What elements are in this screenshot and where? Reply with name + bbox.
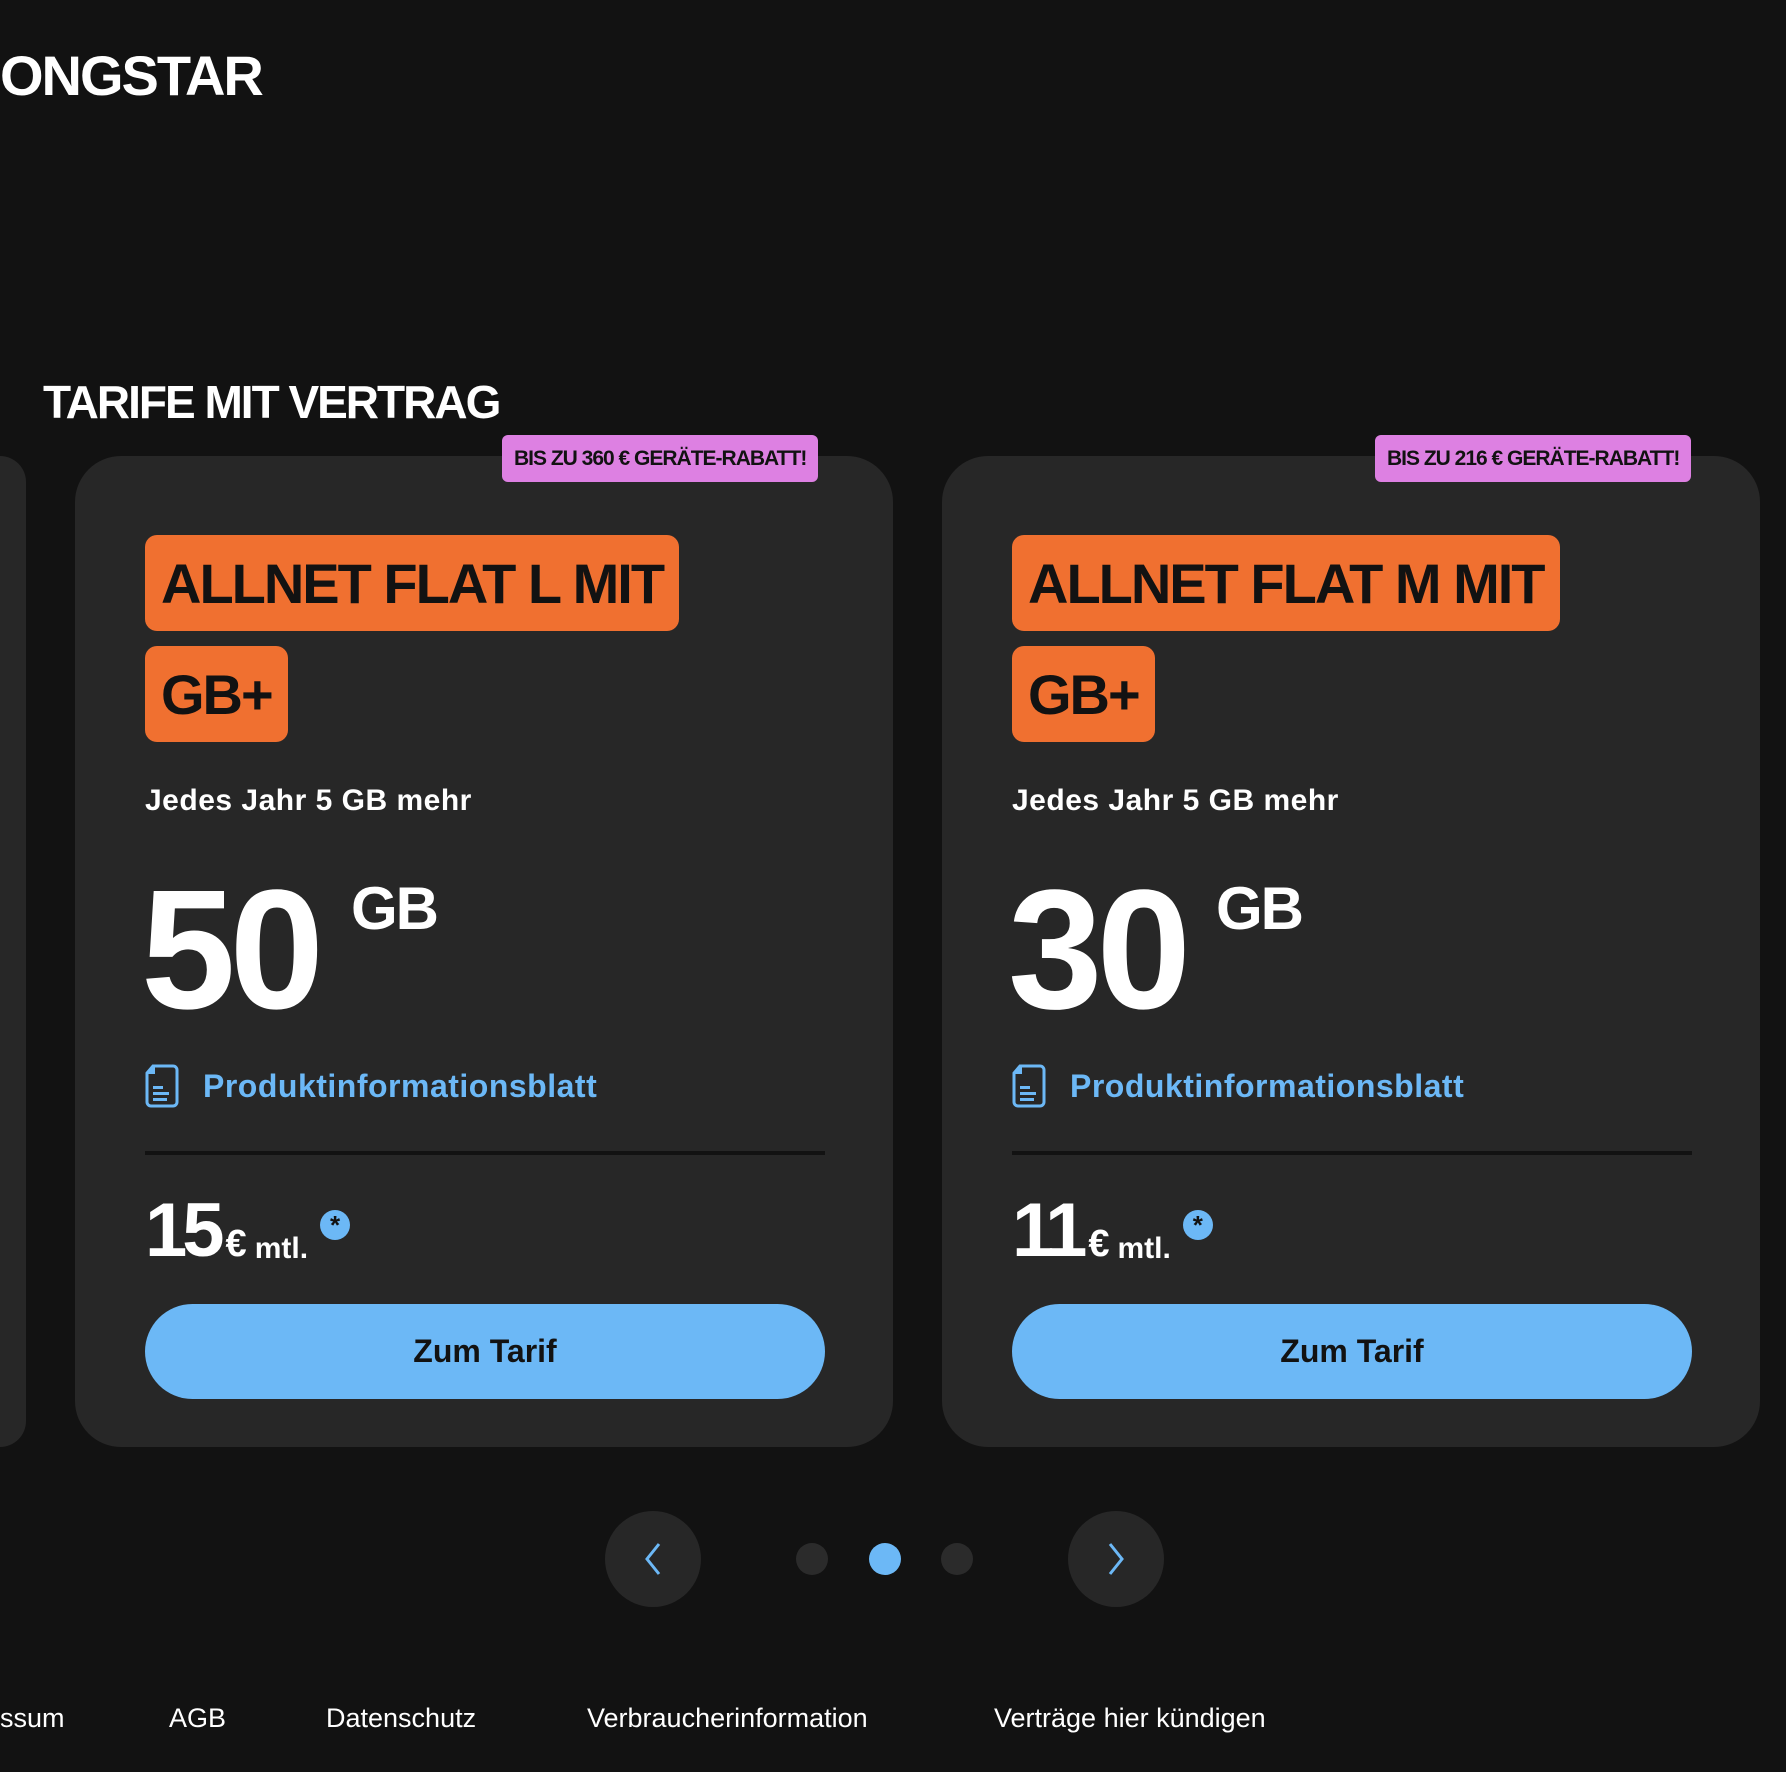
footer-link-vertraege-kuendigen[interactable]: Verträge hier kündigen: [994, 1703, 1266, 1733]
product-info-link[interactable]: Produktinformationsblatt: [145, 1064, 597, 1108]
chevron-left-icon: [645, 1543, 661, 1575]
tariff-name-line1: ALLNET FLAT M MIT: [1012, 535, 1560, 631]
footer-link-datenschutz[interactable]: Datenschutz: [326, 1703, 477, 1733]
footnote-icon[interactable]: *: [320, 1210, 351, 1240]
price-period: mtl.: [1117, 1232, 1171, 1265]
tariff-name-line2: GB+: [1012, 646, 1155, 742]
footer-link-impressum[interactable]: ssum: [0, 1703, 65, 1733]
price: 11 € mtl. *: [1012, 1188, 1213, 1274]
product-info-link[interactable]: Produktinformationsblatt: [1012, 1064, 1464, 1108]
footer-link-agb[interactable]: AGB: [169, 1703, 227, 1733]
footnote-icon[interactable]: *: [1182, 1210, 1213, 1240]
brand-logo[interactable]: ONGSTAR: [0, 44, 264, 107]
divider: [145, 1151, 825, 1155]
section-title: TARIFE MIT VERTRAG: [43, 376, 501, 428]
zum-tarif-button[interactable]: Zum Tarif: [1012, 1304, 1692, 1399]
data-amount: 50: [141, 855, 324, 1045]
tariff-subtitle: Jedes Jahr 5 GB mehr: [145, 784, 472, 817]
carousel-dot-2[interactable]: [869, 1543, 901, 1575]
tariff-name-line1: ALLNET FLAT L MIT: [145, 535, 680, 631]
price: 15 € mtl. *: [145, 1188, 351, 1274]
data-unit: GB: [351, 875, 439, 942]
tariff-subtitle: Jedes Jahr 5 GB mehr: [1012, 784, 1339, 817]
price-currency: €: [1088, 1223, 1110, 1265]
tariff-name-line2: GB+: [145, 646, 288, 742]
product-info-label[interactable]: Produktinformationsblatt: [1070, 1067, 1465, 1104]
price-currency: €: [225, 1223, 247, 1265]
carousel-dot-1[interactable]: [796, 1543, 828, 1575]
data-unit: GB: [1216, 875, 1304, 942]
product-info-label[interactable]: Produktinformationsblatt: [203, 1067, 598, 1104]
discount-badge: BIS ZU 216 € GERÄTE-RABATT!: [1375, 435, 1692, 482]
carousel-next-button[interactable]: [1068, 1511, 1164, 1607]
tariff-card-previous: [0, 456, 26, 1447]
carousel-dot-3[interactable]: [941, 1543, 973, 1575]
price-value: 15: [145, 1188, 225, 1273]
discount-badge: BIS ZU 360 € GERÄTE-RABATT!: [502, 435, 819, 482]
document-icon: [1012, 1064, 1046, 1108]
zum-tarif-button[interactable]: Zum Tarif: [145, 1304, 825, 1399]
price-value: 11: [1012, 1188, 1087, 1273]
divider: [1012, 1151, 1692, 1155]
document-icon: [145, 1064, 179, 1108]
tariff-card: ALLNET FLAT M MIT GB+ Jedes Jahr 5 GB me…: [942, 456, 1760, 1447]
tariff-card: ALLNET FLAT L MIT GB+ Jedes Jahr 5 GB me…: [75, 456, 893, 1447]
chevron-right-icon: [1108, 1543, 1124, 1575]
data-amount: 30: [1008, 855, 1191, 1045]
price-period: mtl.: [254, 1232, 309, 1265]
carousel-prev-button[interactable]: [605, 1511, 701, 1607]
footer-link-verbraucherinformation[interactable]: Verbraucherinformation: [587, 1703, 868, 1733]
